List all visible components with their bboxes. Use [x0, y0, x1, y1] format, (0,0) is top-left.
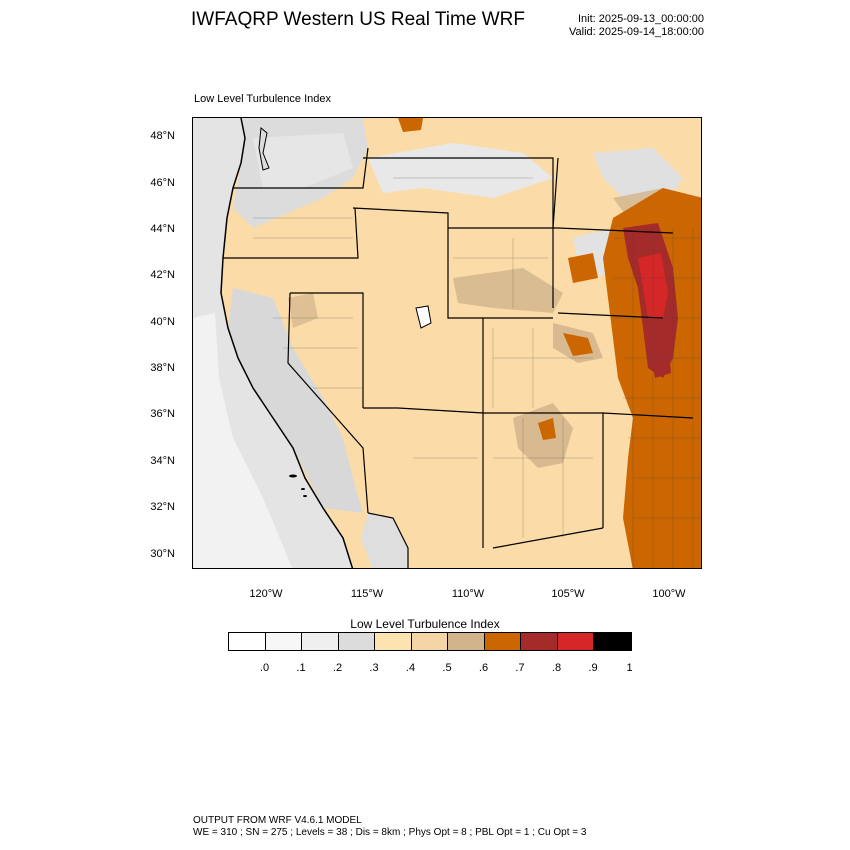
colorbar-label: .1	[296, 662, 306, 674]
california-grey-region	[228, 288, 363, 513]
colorbar-swatch	[375, 633, 412, 650]
colorbar-title: Low Level Turbulence Index	[350, 617, 500, 631]
colorbar-swatch	[338, 633, 375, 650]
map-canvas	[193, 118, 701, 568]
model-info: OUTPUT FROM WRF V4.6.1 MODEL WE = 310 ; …	[193, 815, 586, 839]
lat-label-48: 48°N	[150, 130, 175, 142]
gulf-of-california	[361, 513, 408, 568]
lon-label-110: 110°W	[451, 588, 485, 600]
colorbar-label: .5	[442, 662, 452, 674]
colorbar-swatch	[484, 633, 521, 650]
colorbar-label: .0	[259, 662, 270, 674]
colorbar	[228, 632, 632, 651]
lat-label-46: 46°N	[150, 177, 175, 189]
colorbar-swatch	[557, 633, 594, 650]
puget-sound	[258, 127, 270, 171]
lon-label-115: 115°W	[350, 588, 384, 600]
nevada-tan-patch	[288, 293, 318, 328]
model-version: OUTPUT FROM WRF V4.6.1 MODEL	[193, 815, 362, 826]
colorbar-label: .7	[515, 662, 525, 674]
lat-label-40: 40°N	[150, 316, 175, 328]
pnw-light-region	[253, 133, 353, 188]
colorbar-swatch	[448, 633, 485, 650]
valid-time: Valid: 2025-09-14_18:00:00	[569, 26, 704, 38]
turbulence-map	[192, 117, 702, 569]
lat-label-44: 44°N	[150, 223, 175, 235]
colorbar-label: .2	[332, 662, 343, 674]
wyoming-tan-patch	[453, 268, 563, 313]
channel-islands	[289, 474, 307, 497]
orange-patch-colorado	[563, 333, 593, 356]
lat-label-36: 36°N	[150, 408, 175, 420]
ocean-light	[193, 313, 293, 568]
great-salt-lake	[415, 305, 432, 329]
orange-patch-nm	[538, 418, 556, 440]
map-subtitle: Low Level Turbulence Index	[194, 93, 331, 105]
run-times: Init: 2025-09-13_00:00:00 Valid: 2025-09…	[569, 13, 704, 39]
colorbar-label: 1	[626, 662, 633, 674]
colorbar-swatch	[594, 633, 631, 650]
lon-label-120: 120°W	[249, 588, 283, 600]
dark-red-kansas	[648, 343, 671, 378]
lon-label-100: 100°W	[652, 588, 686, 600]
plains-orange-region	[603, 188, 701, 568]
state-borders	[223, 147, 694, 549]
model-config: WE = 310 ; SN = 275 ; Levels = 38 ; Dis …	[193, 827, 587, 838]
init-time: Init: 2025-09-13_00:00:00	[578, 13, 704, 25]
lat-label-34: 34°N	[150, 455, 175, 467]
colorbar-label: .6	[478, 662, 489, 674]
colorbar-swatch	[302, 633, 339, 650]
colorbar-swatch	[521, 633, 558, 650]
colorbar-swatch	[265, 633, 302, 650]
lat-label-32: 32°N	[150, 501, 175, 513]
gulf-coastline	[367, 512, 409, 568]
lon-label-105: 105°W	[551, 588, 585, 600]
lat-label-30: 30°N	[150, 548, 175, 560]
orange-patch-montana	[398, 118, 423, 132]
lat-label-42: 42°N	[150, 269, 175, 281]
lat-label-38: 38°N	[150, 362, 175, 374]
colorbar-label: .9	[588, 662, 598, 674]
orange-patch-east-wyoming	[568, 253, 598, 283]
montana-grey-region	[368, 143, 553, 198]
colorbar-swatch	[411, 633, 448, 650]
colorbar-label: .8	[551, 662, 562, 674]
colorbar-label: .3	[369, 662, 379, 674]
colorbar-label: .4	[405, 662, 416, 674]
page-title: IWFAQRP Western US Real Time WRF	[191, 9, 525, 30]
county-borders	[253, 177, 701, 568]
coastline	[220, 118, 354, 568]
colorbar-swatch	[229, 633, 266, 650]
